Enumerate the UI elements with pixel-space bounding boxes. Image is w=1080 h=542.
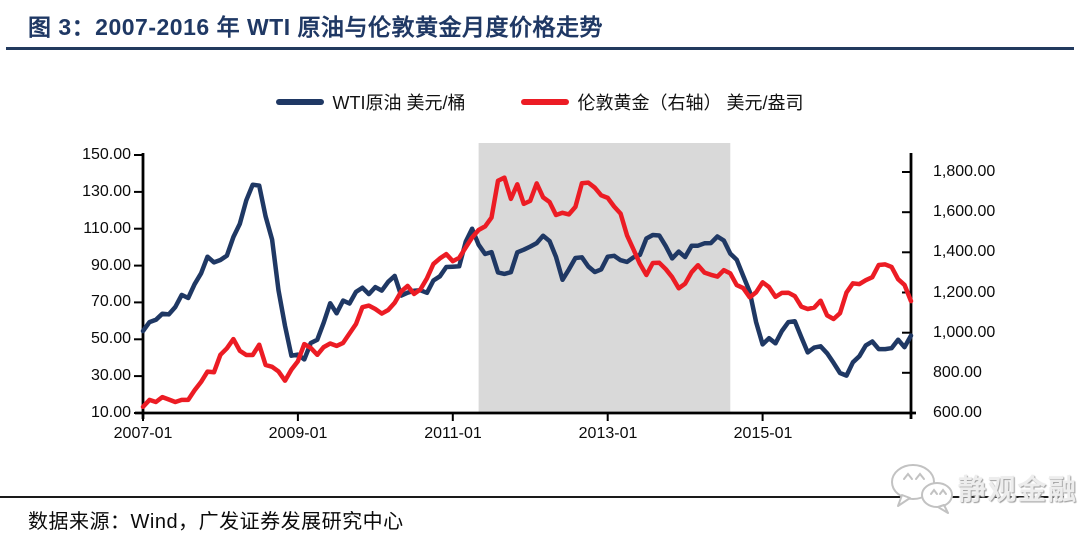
chart-legend: WTI原油 美元/桶 伦敦黄金（右轴） 美元/盎司 — [0, 86, 1080, 118]
series-line-gold — [140, 175, 914, 410]
x-axis-label: 2013-01 — [578, 425, 638, 442]
figure-title: 图 3：2007-2016 年 WTI 原油与伦敦黄金月度价格走势 — [28, 14, 603, 40]
y-axis-left-label: 70.00 — [90, 293, 131, 310]
y-axis-left-label: 150.00 — [82, 146, 131, 163]
watermark-text: 静观金融 — [958, 474, 1079, 505]
watermark: 静观金融 — [888, 461, 1078, 515]
legend-label-gold: 伦敦黄金（右轴） 美元/盎司 — [577, 93, 804, 113]
y-axis-right-label: 1,600.00 — [933, 203, 996, 220]
y-axis-left-label: 30.00 — [90, 367, 131, 384]
y-axis-right-label: 1,200.00 — [933, 284, 996, 301]
y-axis-right-label: 1,800.00 — [933, 163, 996, 180]
x-axis-label: 2011-01 — [424, 425, 482, 442]
title-divider — [6, 47, 1074, 50]
gold-line-swatch — [521, 99, 570, 105]
y-axis-right-label: 800.00 — [933, 364, 982, 381]
footer-divider — [0, 496, 1064, 498]
y-axis-left-label: 10.00 — [90, 404, 131, 421]
y-axis-right-label: 600.00 — [933, 404, 982, 421]
wechat-icon — [891, 464, 953, 514]
data-source: 数据来源：Wind，广发证券发展研究中心 — [28, 511, 404, 533]
x-axis-label: 2015-01 — [733, 425, 793, 442]
wti-line-swatch — [276, 99, 325, 105]
legend-label-wti: WTI原油 美元/桶 — [332, 93, 466, 113]
y-axis-left-label: 50.00 — [90, 330, 131, 347]
legend-item-gold: 伦敦黄金（右轴） 美元/盎司 — [521, 89, 804, 115]
y-axis-left-label: 130.00 — [82, 183, 131, 200]
legend-item-wti: WTI原油 美元/桶 — [276, 89, 465, 115]
x-axis-label: 2007-01 — [113, 425, 173, 442]
y-axis-right-label: 1,400.00 — [933, 243, 996, 260]
y-axis-left-label: 90.00 — [90, 257, 131, 274]
series-line-wti — [140, 182, 914, 378]
y-axis-right-label: 1,000.00 — [933, 324, 996, 341]
y-axis-left-label: 110.00 — [83, 220, 131, 237]
x-axis-label: 2009-01 — [268, 425, 328, 442]
